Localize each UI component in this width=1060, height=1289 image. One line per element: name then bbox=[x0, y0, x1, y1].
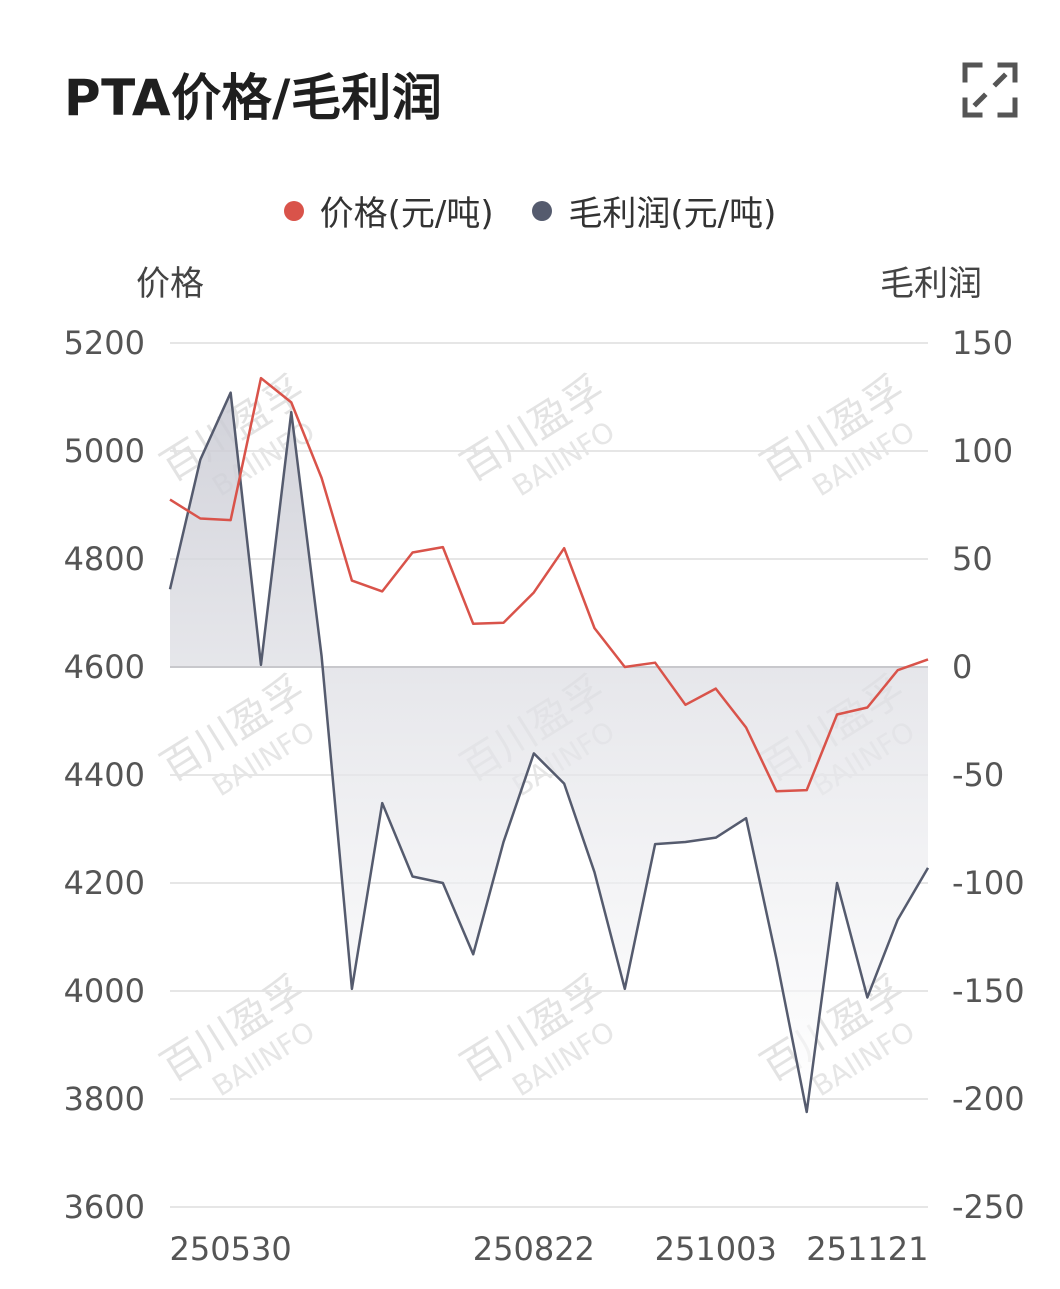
y-right-tick-label: 50 bbox=[952, 540, 993, 578]
expand-icon[interactable] bbox=[962, 62, 1018, 118]
y-left-tick-label: 3800 bbox=[64, 1080, 145, 1118]
profit-line[interactable] bbox=[168, 391, 930, 1114]
y-left-tick-label: 3600 bbox=[64, 1188, 145, 1226]
x-tick-label: 250530 bbox=[170, 1230, 292, 1268]
y-right-tick-label: -250 bbox=[952, 1188, 1025, 1226]
y-left-tick-label: 4000 bbox=[64, 972, 145, 1010]
y-right-tick-label: 100 bbox=[952, 432, 1013, 470]
y-right-tick-label: 0 bbox=[952, 648, 972, 686]
y-left-tick-label: 4600 bbox=[64, 648, 145, 686]
y-right-tick-label: 150 bbox=[952, 324, 1013, 362]
y-left-tick-label: 4200 bbox=[64, 864, 145, 902]
legend-item-price[interactable]: 价格(元/吨) bbox=[283, 186, 494, 235]
y-right-tick-label: -100 bbox=[952, 864, 1025, 902]
profit-area bbox=[170, 392, 928, 1112]
legend-dot-price bbox=[283, 200, 304, 221]
x-tick-label: 250822 bbox=[473, 1230, 595, 1268]
legend-dot-profit bbox=[532, 200, 553, 221]
y-right-tick-label: -50 bbox=[952, 756, 1004, 794]
x-tick-label: 251121 bbox=[806, 1230, 928, 1268]
price-line[interactable] bbox=[169, 376, 929, 793]
legend-label-profit: 毛利润(元/吨) bbox=[568, 194, 777, 234]
y-left-tick-label: 4800 bbox=[64, 540, 145, 578]
x-tick-label: 251003 bbox=[655, 1230, 777, 1268]
y-left-tick-label: 5000 bbox=[64, 432, 145, 470]
chart-title: PTA价格/毛利润 bbox=[64, 69, 443, 127]
y-right-axis-title: 毛利润 bbox=[880, 264, 982, 304]
y-left-tick-label: 5200 bbox=[64, 324, 145, 362]
y-left-tick-label: 4400 bbox=[64, 756, 145, 794]
chart-legend: 价格(元/吨) 毛利润(元/吨) bbox=[0, 186, 1060, 235]
legend-item-profit[interactable]: 毛利润(元/吨) bbox=[532, 186, 776, 235]
y-left-axis-title: 价格 bbox=[136, 264, 204, 304]
y-right-tick-label: -200 bbox=[952, 1080, 1025, 1118]
y-right-tick-label: -150 bbox=[952, 972, 1025, 1010]
legend-label-price: 价格(元/吨) bbox=[319, 194, 494, 234]
